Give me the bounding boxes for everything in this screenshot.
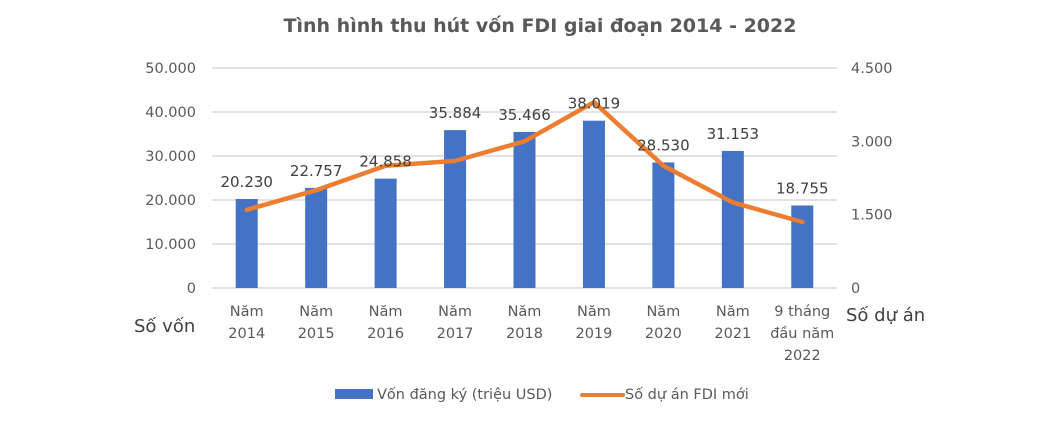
x-tick-label-line: Năm — [577, 304, 611, 320]
left-tick-label: 30.000 — [145, 149, 196, 165]
x-tick-label: Năm 2014 — [228, 304, 265, 342]
x-tick-label-line: 2021 — [714, 326, 751, 342]
right-axis-title: Số dự án — [846, 305, 925, 326]
x-tick-label-line: Năm — [646, 304, 680, 320]
bar-data-label: 31.153 — [707, 125, 760, 143]
bar — [582, 120, 605, 288]
x-tick-label-line: Năm — [230, 304, 264, 320]
bar — [235, 198, 258, 288]
x-tick-label-line: 2019 — [575, 326, 612, 342]
x-tick-label-line: Năm — [369, 304, 403, 320]
bar-series — [235, 120, 814, 288]
bar-data-label: 24.858 — [359, 153, 412, 171]
x-tick-label: Năm 2021 — [714, 304, 751, 342]
left-axis-title: Số vốn — [134, 316, 195, 337]
bar — [444, 130, 467, 288]
line-series — [244, 99, 805, 225]
x-tick-label-line: Năm — [716, 304, 750, 320]
x-tick-label-line: đầu năm — [770, 326, 834, 342]
x-axis-labels: Năm 2014 Năm 2015 Năm 2016 Năm 2017 Năm 2018 Năm 20… — [228, 304, 834, 364]
x-tick-label: Năm 2016 — [367, 304, 404, 342]
x-tick-label: Năm 2017 — [437, 304, 474, 342]
left-tick-label: 0 — [187, 281, 196, 297]
right-tick-label: 4.500 — [851, 61, 893, 77]
x-tick-label-line: Năm — [508, 304, 542, 320]
x-tick-label-line: 2018 — [506, 326, 543, 342]
bar-data-label: 22.757 — [290, 162, 343, 180]
x-tick-label-line: Năm — [438, 304, 472, 320]
bar-data-label: 20.230 — [220, 173, 273, 191]
chart-title: Tình hình thu hút vốn FDI giai đoạn 2014… — [284, 14, 797, 37]
x-tick-label-line: Năm — [299, 304, 333, 320]
x-tick-label-line: 2016 — [367, 326, 404, 342]
x-tick-label-line: 2015 — [298, 326, 335, 342]
legend-bar-label: Vốn đăng ký (triệu USD) — [377, 386, 552, 403]
bar — [721, 150, 744, 288]
right-tick-label: 3.000 — [851, 134, 893, 150]
right-tick-label: 0 — [851, 281, 860, 297]
bar — [374, 178, 397, 288]
left-tick-label: 40.000 — [145, 105, 196, 121]
x-tick-label: Năm 2020 — [645, 304, 682, 342]
x-tick-label-line: 2022 — [784, 348, 821, 364]
right-axis-ticks: 0 1.500 3.000 4.500 — [851, 61, 893, 297]
x-tick-label: Năm 2018 — [506, 304, 543, 342]
left-tick-label: 50.000 — [145, 61, 196, 77]
bar-data-label: 38.019 — [568, 95, 621, 113]
bar-data-labels: 20.230 22.757 24.858 35.884 35.466 38.019 28.5… — [220, 95, 828, 198]
bar-data-label: 28.530 — [637, 136, 690, 154]
legend: Vốn đăng ký (triệu USD) Số dự án FDI mới — [335, 386, 749, 403]
legend-line-label: Số dự án FDI mới — [625, 386, 749, 403]
x-tick-label-line: 2017 — [437, 326, 474, 342]
x-tick-label: Năm 2019 — [575, 304, 612, 342]
left-tick-label: 10.000 — [145, 237, 196, 253]
bar — [513, 131, 536, 288]
bar-data-label: 35.466 — [498, 106, 551, 124]
right-tick-label: 1.500 — [851, 208, 893, 224]
bar — [652, 162, 675, 288]
bar — [791, 205, 814, 288]
x-tick-label-line: 2014 — [228, 326, 265, 342]
legend-bar-swatch — [335, 389, 373, 399]
x-tick-label-line: 9 tháng — [774, 304, 830, 320]
bar-data-label: 18.755 — [776, 179, 829, 197]
bar-data-label: 35.884 — [429, 104, 482, 122]
x-tick-label: 9 tháng đầu năm 2022 — [770, 304, 834, 364]
left-tick-label: 20.000 — [145, 193, 196, 209]
bar — [305, 187, 328, 288]
x-tick-label: Năm 2015 — [298, 304, 335, 342]
x-tick-label-line: 2020 — [645, 326, 682, 342]
left-axis-ticks: 0 10.000 20.000 30.000 40.000 50.000 — [145, 61, 196, 297]
